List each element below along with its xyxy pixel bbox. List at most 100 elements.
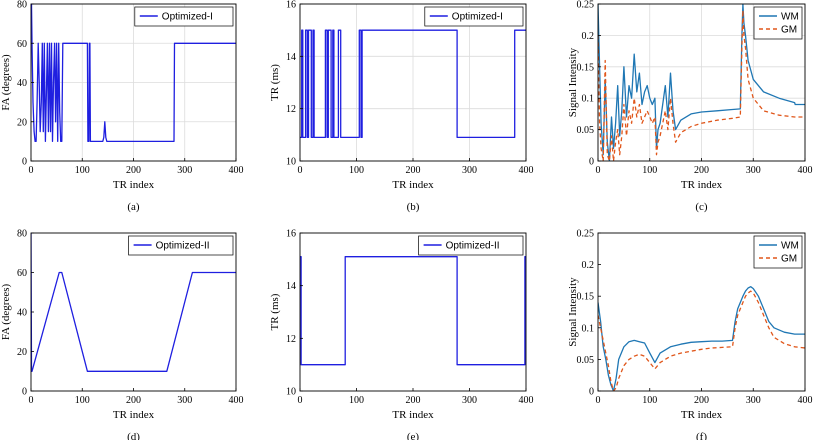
y-tick-label: 0 [22, 157, 27, 168]
legend-label: WM [781, 241, 799, 252]
panel-caption: (f) [696, 431, 707, 440]
y-tick-label: 0.05 [577, 355, 595, 366]
x-tick-label: 400 [798, 165, 813, 176]
y-tick-label: 0.05 [577, 125, 595, 136]
series-line-optimized-ii [31, 233, 236, 372]
y-tick-label: 10 [286, 387, 296, 398]
x-tick-label: 200 [694, 165, 709, 176]
panel-caption: (c) [695, 201, 708, 213]
series-line-wm [598, 286, 805, 391]
legend-box [424, 6, 524, 27]
y-axis-label: FA (degrees) [0, 54, 12, 111]
y-tick-label: 0.25 [577, 0, 595, 11]
y-tick-label: 60 [17, 268, 27, 279]
y-axis-label: TR (ms) [269, 64, 281, 101]
x-tick-label: 300 [746, 395, 761, 406]
series-line-optimized-i [300, 29, 526, 139]
x-tick-label: 200 [406, 395, 421, 406]
y-tick-label: 0 [589, 387, 594, 398]
x-tick-label: 300 [177, 165, 192, 176]
legend-box [753, 235, 803, 269]
y-tick-label: 14 [286, 281, 296, 292]
legend-label: WM [781, 12, 799, 23]
axes-frame [30, 232, 237, 392]
y-tick-label: 20 [17, 117, 27, 128]
y-tick-label: 0.25 [577, 229, 595, 240]
y-axis-label: Signal Intensity [567, 47, 579, 117]
y-tick-label: 16 [286, 229, 296, 240]
x-axis-label: TR index [681, 409, 723, 421]
x-tick-label: 0 [596, 395, 601, 406]
y-axis-label: FA (degrees) [0, 284, 12, 341]
legend-box [134, 6, 234, 27]
x-axis-label: TR index [392, 409, 434, 421]
x-tick-label: 300 [462, 395, 477, 406]
panel-caption: (e) [407, 431, 420, 440]
chart-panel-1: 0 100 200 300 400 0 20 40 60 80 TR index FA (degree… [0, 0, 244, 213]
legend: WM GM [753, 235, 803, 269]
y-tick-label: 12 [286, 104, 296, 115]
legend-label: GM [781, 25, 797, 36]
chart-panel-3: 0 100 200 300 400 0 0.05 0.1 0.15 0.2 0.25 TR index… [567, 0, 813, 213]
x-tick-label: 300 [177, 395, 192, 406]
series-line-optimized-i [31, 4, 236, 143]
y-tick-label: 14 [286, 52, 296, 63]
legend-label: Optimized-II [156, 241, 210, 252]
y-tick-label: 0.2 [582, 31, 595, 42]
x-tick-label: 400 [229, 395, 244, 406]
x-tick-label: 400 [798, 395, 813, 406]
x-tick-label: 400 [519, 165, 534, 176]
series-line-gm [598, 9, 805, 161]
chart-panel-4: 0 100 200 300 400 0 20 40 60 80 TR index FA (degree… [0, 229, 244, 440]
y-tick-label: 80 [17, 229, 27, 240]
legend: Optimized-I [134, 6, 234, 27]
chart-panel-2: 0 100 200 300 400 10 12 14 16 TR index TR (ms) (b) O… [269, 0, 534, 213]
y-axis-label: TR (ms) [269, 293, 281, 330]
x-tick-label: 0 [29, 165, 34, 176]
x-tick-label: 0 [298, 395, 303, 406]
panel-caption: (d) [127, 431, 140, 440]
y-tick-label: 0.1 [582, 323, 595, 334]
y-tick-label: 10 [286, 157, 296, 168]
y-tick-label: 40 [17, 78, 27, 89]
y-tick-label: 0 [22, 387, 27, 398]
y-tick-label: 0.1 [582, 94, 595, 105]
x-tick-label: 400 [519, 395, 534, 406]
x-axis-label: TR index [113, 409, 155, 421]
legend: Optimized-I [424, 6, 524, 27]
y-tick-label: 0.15 [577, 292, 595, 303]
x-axis-label: TR index [113, 179, 155, 191]
legend-label: Optimized-I [162, 12, 213, 23]
legend-box [753, 6, 803, 40]
y-tick-label: 20 [17, 347, 27, 358]
x-tick-label: 200 [126, 395, 141, 406]
x-tick-label: 200 [126, 165, 141, 176]
x-tick-label: 0 [596, 165, 601, 176]
series-line-gm [598, 290, 805, 391]
x-axis-label: TR index [681, 179, 723, 191]
chart-panel-5: 0 100 200 300 400 10 12 14 16 TR index TR (ms) (e) O… [269, 229, 534, 440]
legend-box [418, 235, 524, 256]
series-line-optimized-ii [300, 256, 526, 366]
x-tick-label: 100 [75, 395, 90, 406]
y-tick-label: 0.15 [577, 62, 595, 73]
x-tick-label: 100 [642, 165, 657, 176]
panel-caption: (a) [127, 201, 140, 213]
y-tick-label: 80 [17, 0, 27, 11]
y-tick-label: 0.2 [582, 260, 595, 271]
legend-box [128, 235, 234, 256]
y-tick-label: 40 [17, 308, 27, 319]
x-tick-label: 100 [75, 165, 90, 176]
y-tick-label: 0 [589, 157, 594, 168]
y-tick-label: 60 [17, 39, 27, 50]
x-axis-label: TR index [392, 179, 434, 191]
y-tick-label: 16 [286, 0, 296, 11]
panel-caption: (b) [407, 201, 420, 213]
x-tick-label: 200 [694, 395, 709, 406]
x-tick-label: 300 [462, 165, 477, 176]
legend: Optimized-II [418, 235, 524, 256]
x-tick-label: 400 [229, 165, 244, 176]
legend: Optimized-II [128, 235, 234, 256]
y-axis-label: Signal Intensity [567, 277, 579, 347]
